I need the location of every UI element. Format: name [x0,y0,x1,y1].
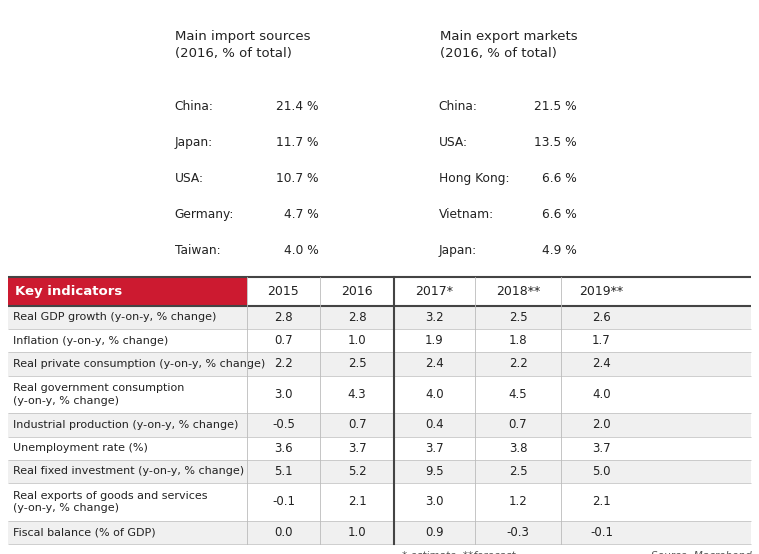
Text: 6.6 %: 6.6 % [542,172,577,184]
Text: Germany:: Germany: [175,208,234,220]
Text: 4.5: 4.5 [509,388,528,401]
Bar [8,277,247,306]
Text: 2.0: 2.0 [592,418,611,432]
Text: 5.2: 5.2 [348,465,367,478]
Text: 21.5 %: 21.5 % [534,100,577,112]
Text: Taiwan:: Taiwan: [175,244,220,257]
Text: 9.5: 9.5 [425,465,444,478]
Bar [8,437,751,460]
Text: 0.7: 0.7 [274,334,293,347]
Text: 1.9: 1.9 [425,334,444,347]
Text: 3.2: 3.2 [425,311,444,324]
Text: Hong Kong:: Hong Kong: [439,172,509,184]
Text: USA:: USA: [175,172,203,184]
Text: 2018**: 2018** [496,285,540,298]
Text: 13.5 %: 13.5 % [534,136,577,148]
Text: 4.9 %: 4.9 % [542,244,577,257]
Text: Japan:: Japan: [439,244,477,257]
Text: 3.7: 3.7 [348,442,367,455]
Text: 1.8: 1.8 [509,334,528,347]
Text: 2.1: 2.1 [592,495,611,509]
Text: 21.4 %: 21.4 % [276,100,319,112]
Text: 11.7 %: 11.7 % [276,136,319,148]
Text: Real exports of goods and services
(y-on-y, % change): Real exports of goods and services (y-on… [13,491,207,513]
Text: 2017*: 2017* [415,285,454,298]
Bar [8,460,751,483]
Text: Real fixed investment (y-on-y, % change): Real fixed investment (y-on-y, % change) [13,466,244,476]
Text: 4.3: 4.3 [348,388,367,401]
Text: 2.6: 2.6 [592,311,611,324]
Text: 0.7: 0.7 [348,418,367,432]
Text: 0.9: 0.9 [425,526,444,539]
Text: -0.1: -0.1 [272,495,295,509]
Text: 2.4: 2.4 [425,357,444,371]
Text: 10.7 %: 10.7 % [276,172,319,184]
Text: USA:: USA: [439,136,468,148]
Text: 3.6: 3.6 [274,442,293,455]
Text: Inflation (y-on-y, % change): Inflation (y-on-y, % change) [13,336,168,346]
Text: 2.2: 2.2 [509,357,528,371]
Text: 4.7 %: 4.7 % [284,208,319,220]
Text: 6.6 %: 6.6 % [542,208,577,220]
Text: 3.7: 3.7 [425,442,444,455]
Text: 2015: 2015 [268,285,299,298]
Text: China:: China: [439,100,477,112]
Text: 2.8: 2.8 [274,311,293,324]
Text: Japan:: Japan: [175,136,213,148]
Text: -0.1: -0.1 [590,526,613,539]
Text: Real private consumption (y-on-y, % change): Real private consumption (y-on-y, % chan… [13,359,265,369]
Text: 0.4: 0.4 [425,418,444,432]
Text: Industrial production (y-on-y, % change): Industrial production (y-on-y, % change) [13,420,238,430]
Text: Real government consumption
(y-on-y, % change): Real government consumption (y-on-y, % c… [13,383,184,406]
Bar [8,413,751,437]
Text: Main export markets
(2016, % of total): Main export markets (2016, % of total) [440,30,578,60]
Text: -0.5: -0.5 [272,418,295,432]
Text: 2.5: 2.5 [509,465,528,478]
Text: 1.2: 1.2 [509,495,528,509]
Text: Key indicators: Key indicators [15,285,122,298]
Bar [8,352,751,376]
Bar [8,521,751,544]
Text: Source: Macrobond: Source: Macrobond [650,551,751,554]
Text: 2019**: 2019** [579,285,624,298]
Text: Main import sources
(2016, % of total): Main import sources (2016, % of total) [175,30,310,60]
Bar [8,376,751,413]
Text: 1.7: 1.7 [592,334,611,347]
Text: Vietnam:: Vietnam: [439,208,494,220]
Text: Real GDP growth (y-on-y, % change): Real GDP growth (y-on-y, % change) [13,312,216,322]
Text: 2.8: 2.8 [348,311,367,324]
Text: 1.0: 1.0 [348,334,367,347]
Text: 4.0 %: 4.0 % [284,244,319,257]
Text: 3.8: 3.8 [509,442,528,455]
Bar [8,483,751,521]
Text: 3.0: 3.0 [274,388,293,401]
Text: 2.5: 2.5 [348,357,367,371]
Text: 1.0: 1.0 [348,526,367,539]
Text: China:: China: [175,100,213,112]
Text: 0.0: 0.0 [274,526,293,539]
Text: 2.2: 2.2 [274,357,293,371]
Text: 3.0: 3.0 [425,495,444,509]
Text: Fiscal balance (% of GDP): Fiscal balance (% of GDP) [13,527,156,537]
Text: 3.7: 3.7 [592,442,611,455]
Text: 4.0: 4.0 [592,388,611,401]
Text: 2.1: 2.1 [348,495,367,509]
Bar [8,329,751,352]
Text: 5.1: 5.1 [274,465,293,478]
Text: 4.0: 4.0 [425,388,444,401]
Text: -0.3: -0.3 [506,526,530,539]
Text: 2016: 2016 [342,285,373,298]
Bar [8,306,751,329]
Text: Unemployment rate (%): Unemployment rate (%) [13,443,148,453]
Text: 2.5: 2.5 [509,311,528,324]
Text: 5.0: 5.0 [592,465,611,478]
Text: 2.4: 2.4 [592,357,611,371]
Text: 0.7: 0.7 [509,418,528,432]
Text: * estimate  **forecast: * estimate **forecast [402,551,515,554]
